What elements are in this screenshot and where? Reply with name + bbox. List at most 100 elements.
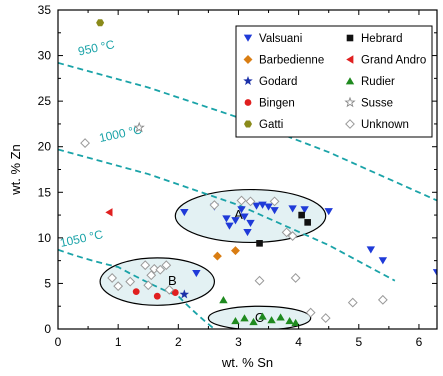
legend-box xyxy=(235,25,433,138)
legend-marker-valsuani xyxy=(243,34,253,42)
x-tick-label: 2 xyxy=(175,335,182,349)
data-point-unknown xyxy=(320,313,331,323)
data-point-bingen xyxy=(132,288,140,296)
legend-marker-susse xyxy=(344,96,356,108)
x-tick-label: 5 xyxy=(355,335,362,349)
data-point-valsuani xyxy=(180,208,189,217)
y-tick-label: 0 xyxy=(44,322,51,336)
data-point-rudier xyxy=(291,318,300,326)
legend-marker-godard xyxy=(243,75,253,86)
legend-marker-rudier xyxy=(345,77,355,85)
data-point-rudier xyxy=(267,316,276,324)
x-tick-label: 4 xyxy=(295,335,302,349)
legend-label-valsuani: Valsuani xyxy=(259,33,302,45)
x-axis-label: wt. % Sn xyxy=(221,355,273,370)
x-tick-label: 6 xyxy=(416,335,423,349)
data-point-valsuani xyxy=(300,206,309,214)
data-point-bingen xyxy=(171,289,179,296)
data-point-rudier xyxy=(219,296,228,304)
data-point-unknown xyxy=(245,196,256,207)
data-point-hebrard xyxy=(298,211,305,219)
data-point-unknown xyxy=(149,263,160,274)
data-point-rudier xyxy=(231,317,240,325)
data-point-valsuani xyxy=(237,206,246,214)
data-point-valsuani xyxy=(240,213,249,221)
data-point-unknown xyxy=(254,275,265,286)
isotherm-line-3 xyxy=(58,248,215,329)
data-point-barbedienne xyxy=(230,246,241,256)
data-point-unknown xyxy=(377,294,388,305)
data-point-valsuani xyxy=(270,207,279,215)
legend-label-hebrard: Hebrard xyxy=(361,33,403,45)
region-label-b: B xyxy=(168,273,177,288)
data-point-valsuani xyxy=(252,202,261,210)
legend-marker-barbedienne xyxy=(243,54,253,65)
data-point-rudier xyxy=(285,317,294,325)
data-point-rudier xyxy=(249,317,258,326)
data-point-unknown xyxy=(164,284,175,295)
y-tick-label: 35 xyxy=(38,3,52,17)
legend: Valsuani Hebrard Barbedienne Grand Andro God… xyxy=(235,25,433,138)
data-point-valsuani xyxy=(288,205,297,213)
legend-label-gatti: Gatti xyxy=(259,119,283,131)
data-point-unknown xyxy=(80,138,90,148)
data-point-valsuani xyxy=(366,246,376,254)
data-point-unknown xyxy=(161,260,172,271)
data-point-rudier xyxy=(276,313,285,321)
data-point-valsuani xyxy=(324,208,333,216)
data-point-bingen xyxy=(153,292,161,300)
y-tick-label: 25 xyxy=(38,94,52,108)
data-point-unknown xyxy=(290,273,301,283)
data-point-godard xyxy=(179,289,190,299)
data-points xyxy=(80,19,437,326)
data-point-unknown xyxy=(143,280,154,291)
legend-marker-grand-andro xyxy=(346,55,354,64)
data-point-hebrard xyxy=(304,219,311,226)
data-point-grand-andro xyxy=(105,208,113,217)
data-point-unknown xyxy=(305,307,316,318)
data-point-valsuani xyxy=(378,257,388,265)
data-point-unknown xyxy=(347,297,358,308)
isotherm-label-1: 950 °C xyxy=(77,37,116,58)
data-point-valsuani xyxy=(243,229,252,237)
y-tick-label: 20 xyxy=(38,140,52,154)
y-tick-label: 30 xyxy=(38,49,52,63)
data-point-unknown xyxy=(287,231,298,241)
region-label-a: A xyxy=(234,207,243,222)
axes: 0 1 2 3 4 5 6 0 5 10 15 20 25 30 35 xyxy=(38,3,438,349)
data-point-valsuani xyxy=(222,215,231,223)
legend-label-barbedienne: Barbedienne xyxy=(259,55,324,67)
data-point-unknown xyxy=(236,195,247,206)
data-point-unknown xyxy=(155,264,166,275)
data-point-barbedienne xyxy=(212,251,222,261)
data-point-valsuani xyxy=(264,203,273,211)
y-tick-label: 10 xyxy=(38,231,52,245)
data-point-unknown xyxy=(140,260,151,271)
data-point-rudier xyxy=(240,314,249,322)
data-point-valsuani xyxy=(258,201,267,209)
data-point-valsuani xyxy=(192,270,201,278)
data-point-unknown xyxy=(209,200,220,210)
data-point-valsuani xyxy=(231,217,240,225)
isotherm-line-2 xyxy=(58,148,396,282)
data-point-unknown xyxy=(281,227,292,238)
legend-marker-unknown xyxy=(345,119,355,129)
data-point-valsuani xyxy=(225,222,234,230)
legend-marker-hebrard xyxy=(346,34,354,42)
data-point-unknown xyxy=(146,270,157,281)
legend-marker-bingen xyxy=(244,99,252,106)
data-point-gatti xyxy=(96,19,105,27)
data-point-rudier xyxy=(258,312,267,320)
legend-label-susse: Susse xyxy=(361,98,393,110)
legend-label-unknown: Unknown xyxy=(361,119,409,131)
x-tick-label: 1 xyxy=(115,335,122,349)
legend-label-godard: Godard xyxy=(259,76,297,88)
data-point-susse xyxy=(133,121,145,133)
data-point-valsuani xyxy=(246,219,255,228)
legend-marker-gatti xyxy=(244,120,252,128)
y-tick-label: 15 xyxy=(38,185,52,199)
data-point-unknown xyxy=(113,281,124,292)
data-point-unknown xyxy=(125,276,136,287)
x-tick-label: 3 xyxy=(235,335,242,349)
